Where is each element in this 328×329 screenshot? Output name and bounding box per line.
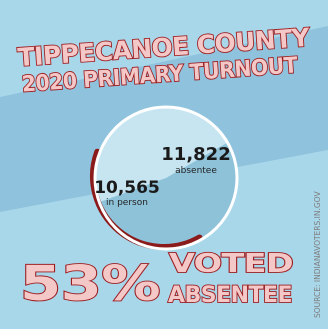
source-credit: SOURCE: INDIANAVOTERS.IN.GOV bbox=[313, 191, 322, 318]
headline-absentee: ABSENTEE bbox=[168, 283, 292, 308]
pie-outline bbox=[93, 105, 239, 251]
absentee-value-label: 11,822 bbox=[161, 144, 230, 165]
pie-slice-absentee bbox=[99, 142, 238, 250]
pie-chart bbox=[90, 105, 239, 251]
in-person-caption-label: in person bbox=[106, 198, 148, 208]
headline-voted: VOTED bbox=[169, 249, 293, 279]
in-person-value-label: 10,565 bbox=[94, 178, 160, 198]
pie-slice-in-person bbox=[95, 107, 228, 203]
absentee-caption-label: absentee bbox=[175, 166, 217, 176]
headline: 53% VOTED ABSENTEE bbox=[19, 248, 294, 313]
headline-percent: 53% bbox=[20, 256, 160, 312]
pie-labels: 11,822 absentee 10,565 in person bbox=[94, 144, 231, 208]
